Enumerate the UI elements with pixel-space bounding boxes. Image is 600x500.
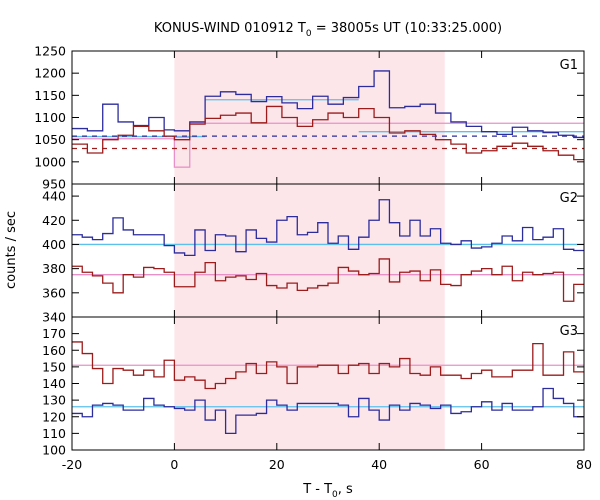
y-tick-label: 440	[42, 189, 66, 204]
x-tick-label: -20	[62, 457, 82, 472]
y-tick-label: 1150	[34, 88, 66, 103]
x-axis-label: T - T0, s	[302, 482, 353, 500]
y-tick-label: 400	[42, 237, 66, 252]
y-tick-label: 1000	[34, 154, 66, 169]
y-axis-label: counts / sec	[4, 211, 19, 289]
y-tick-label: 1050	[34, 132, 66, 147]
y-tick-label: 140	[42, 376, 66, 391]
chart-title: KONUS-WIND 010912 T0 = 38005s UT (10:33:…	[154, 21, 502, 39]
y-tick-label: 160	[42, 343, 66, 358]
x-tick-label: 40	[371, 457, 387, 472]
x-axis-label-subscript: 0	[332, 490, 338, 500]
x-tick-label: 60	[474, 457, 490, 472]
y-tick-label: 380	[42, 261, 66, 276]
pink-fit-box	[173, 136, 191, 168]
y-tick-label: 1200	[34, 66, 66, 81]
y-tick-label: 130	[42, 393, 66, 408]
blue-step-series-g3	[72, 387, 584, 435]
y-tick-label: 1100	[34, 110, 66, 125]
y-tick-label: 170	[42, 326, 66, 341]
red-step-series-g2	[72, 258, 584, 302]
y-tick-label: 950	[42, 177, 66, 192]
y-tick-label: 420	[42, 213, 66, 228]
panel-label: G1	[560, 58, 578, 73]
x-tick-label: 80	[576, 457, 592, 472]
y-tick-label: 120	[42, 409, 66, 424]
panel-label: G2	[560, 191, 578, 206]
chart-title-subscript: 0	[306, 29, 312, 39]
y-tick-label: 1250	[34, 44, 66, 59]
x-tick-label: 0	[170, 457, 178, 472]
y-tick-label: 100	[42, 443, 66, 458]
plot-area: 950100010501100115012001250G134036038040…	[34, 44, 592, 473]
blue-step-series-g2	[72, 199, 584, 256]
y-tick-label: 360	[42, 285, 66, 300]
panel-label: G3	[560, 324, 578, 339]
red-step-series-g1	[72, 105, 584, 161]
panel-g1: 950 1000 1050 1100 1150 1200 1250 G1	[34, 44, 585, 192]
y-tick-label: 340	[42, 310, 66, 325]
y-tick-label: 110	[42, 426, 66, 441]
y-tick-label: 150	[42, 359, 66, 374]
panel-g2: 340 360 380 400 420 440 G2	[42, 183, 585, 325]
blue-step-series-g1	[72, 70, 584, 139]
x-tick-label: 20	[269, 457, 285, 472]
red-step-series-g3	[72, 341, 584, 390]
